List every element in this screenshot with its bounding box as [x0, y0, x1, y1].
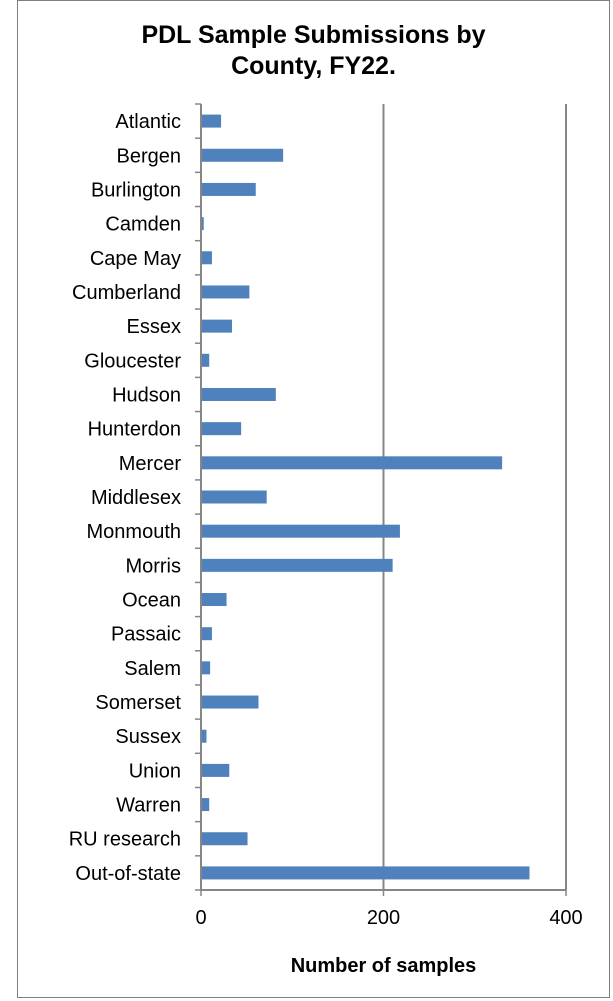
bar-passaic [201, 627, 212, 641]
bar-burlington [201, 182, 256, 196]
category-label: Burlington [91, 179, 181, 201]
bar-salem [201, 661, 211, 675]
bar-bergen [201, 148, 284, 162]
category-labels: Atlantic Bergen Burlington Camden Cape May Cu… [69, 111, 182, 885]
bar-sussex [201, 729, 207, 743]
chart-title-line-1: PDL Sample Submissions by [141, 21, 486, 49]
bar-hunterdon [201, 422, 242, 436]
tick-labels: 0 200 400 [195, 907, 582, 929]
category-label: Essex [127, 316, 181, 338]
category-label: Mercer [119, 453, 182, 475]
category-label: Morris [125, 555, 181, 577]
x-axis-title: Number of samples [290, 955, 477, 977]
axes [195, 103, 567, 896]
x-tick-label: 0 [195, 907, 206, 929]
category-label: Ocean [122, 590, 181, 612]
category-label: Salem [124, 658, 181, 680]
bar-essex [201, 319, 233, 333]
bar-gloucester [201, 353, 210, 367]
category-label: Bergen [117, 145, 182, 167]
bar-out-of-state [201, 866, 530, 880]
category-label: Out-of-state [75, 863, 181, 885]
bar-ru-research [201, 832, 248, 846]
category-label: Cumberland [72, 282, 181, 304]
chart-area [17, 0, 610, 998]
bar-hudson [201, 387, 276, 401]
bar-cape-may [201, 251, 212, 265]
category-label: Warren [116, 795, 181, 817]
x-tick-label: 400 [549, 907, 582, 929]
category-label: RU research [69, 829, 181, 851]
category-label: Union [129, 760, 181, 782]
bar-camden [201, 217, 204, 231]
category-label: Passaic [111, 624, 181, 646]
category-label: Gloucester [84, 350, 181, 372]
category-label: Monmouth [87, 521, 182, 543]
bar-warren [201, 798, 210, 812]
bar-middlesex [201, 490, 267, 504]
category-label: Somerset [95, 692, 181, 714]
bar-mercer [201, 456, 503, 470]
category-label: Sussex [115, 726, 181, 748]
x-tick-label: 200 [367, 907, 400, 929]
bar-morris [201, 558, 393, 572]
bar-union [201, 763, 230, 777]
category-label: Atlantic [115, 111, 181, 133]
bar-monmouth [201, 524, 400, 538]
category-label: Hudson [112, 384, 181, 406]
category-label: Cape May [90, 248, 181, 270]
chart-title: PDL Sample Submissions by County, FY22. [17, 20, 610, 82]
bar-somerset [201, 695, 259, 709]
bar-cumberland [201, 285, 250, 299]
category-label: Camden [105, 214, 181, 236]
bar-atlantic [201, 114, 222, 128]
gridlines [382, 104, 567, 890]
bars [201, 114, 530, 880]
chart-title-line-2: County, FY22. [231, 52, 396, 80]
category-label: Middlesex [91, 487, 181, 509]
category-label: Hunterdon [88, 419, 181, 441]
bar-ocean [201, 593, 227, 607]
